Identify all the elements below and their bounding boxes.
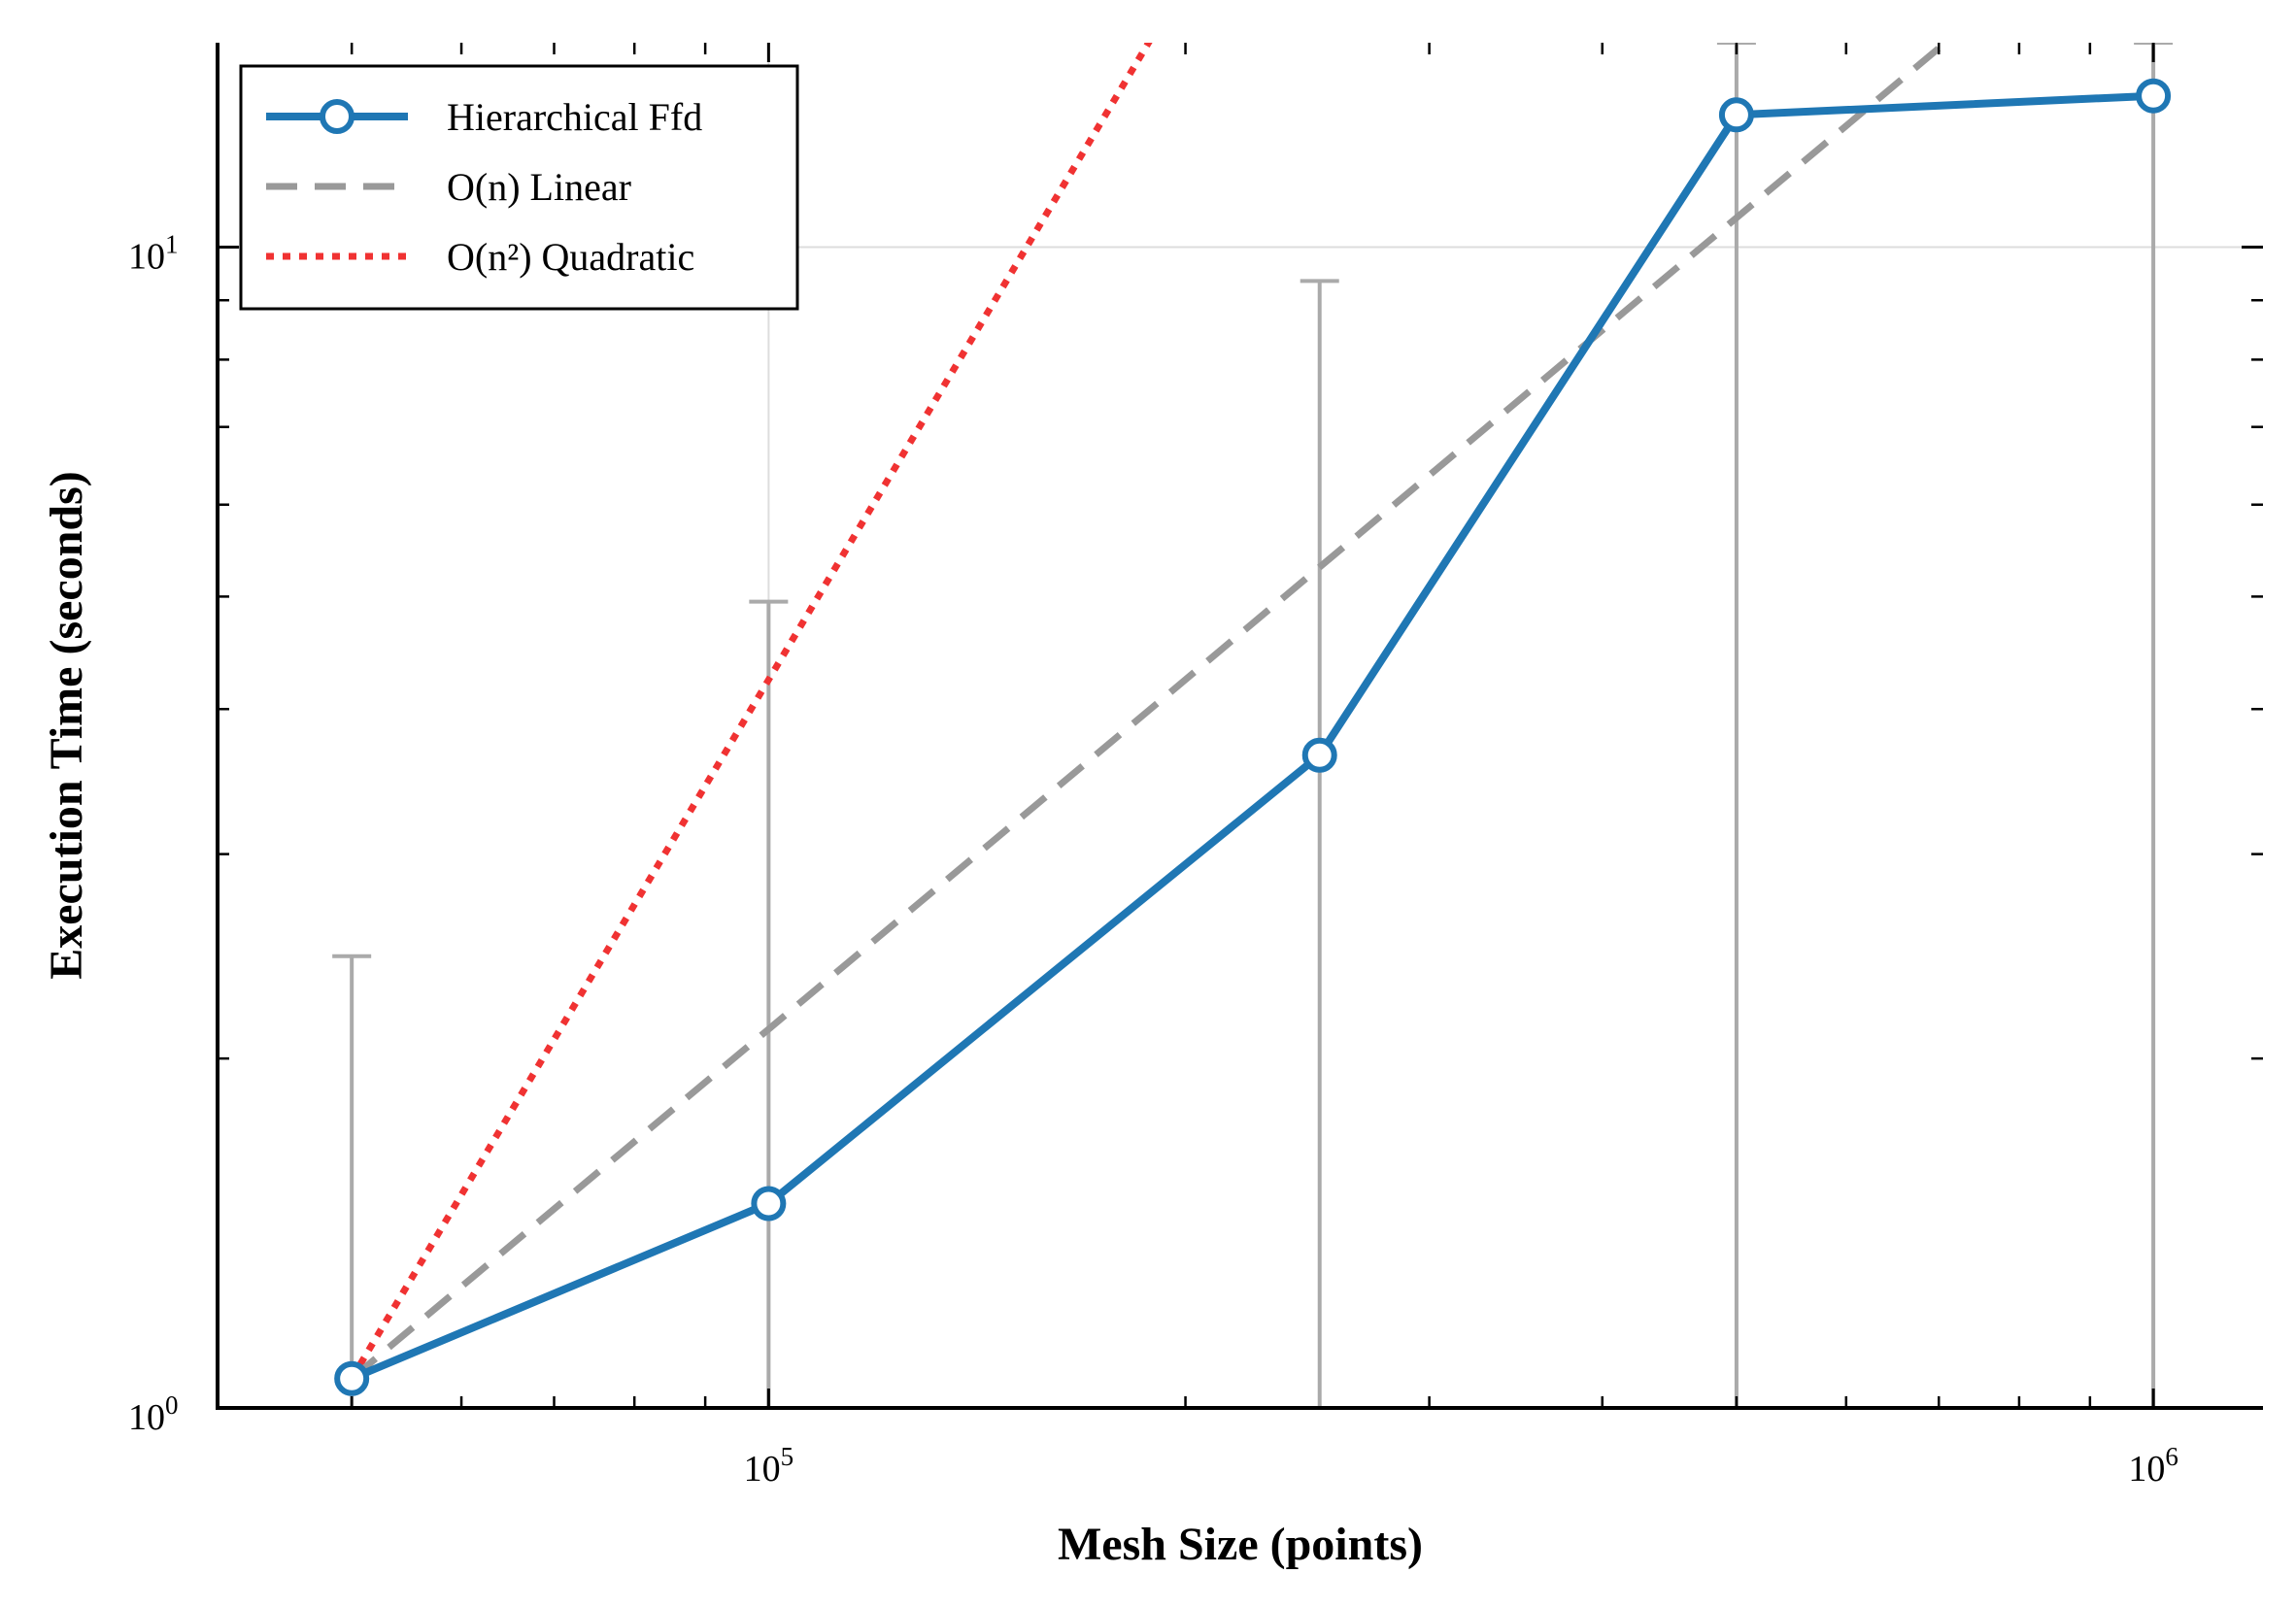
markers: [334, 78, 2172, 1396]
data-point: [2136, 78, 2172, 114]
data-point: [1718, 97, 1754, 133]
error-bars: [332, 43, 2174, 1408]
y-tick-label-0: 100: [128, 1390, 179, 1438]
data-point: [334, 1360, 370, 1396]
x-tick-label-1: 106: [2128, 1442, 2178, 1490]
y-tick-label-1: 101: [128, 230, 179, 278]
tick-labels: 105 106 100 101: [128, 230, 2178, 1490]
x-axis-title: Mesh Size (points): [1058, 1519, 1423, 1570]
y-axis-title: Execution Time (seconds): [41, 471, 92, 980]
legend-label-1: O(n) Linear: [447, 165, 631, 209]
legend-marker: [320, 99, 355, 134]
legend: Hierarchical Ffd O(n) Linear O(n²) Quadrat…: [239, 64, 799, 311]
data-point: [1301, 737, 1337, 773]
x-tick-label-0: 105: [744, 1442, 794, 1490]
series-line-2: [349, 43, 1153, 1381]
series-line-1: [349, 43, 1951, 1382]
legend-label-0: Hierarchical Ffd: [447, 95, 702, 139]
legend-label-2: O(n²) Quadratic: [447, 235, 694, 279]
axes: [216, 43, 2263, 1410]
data-point: [751, 1186, 787, 1222]
